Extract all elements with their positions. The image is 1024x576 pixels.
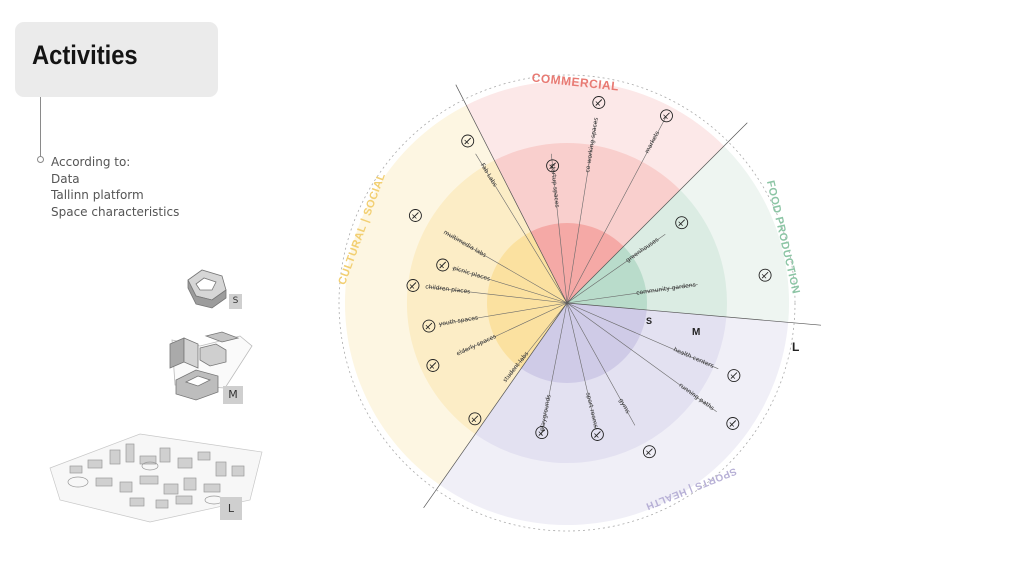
heart-plus-icon: [727, 369, 741, 383]
activity-spoke: [475, 153, 568, 304]
swing-icon: [535, 426, 549, 440]
category-divider: [566, 122, 748, 304]
youth-group-icon: [422, 319, 436, 333]
large-block-illustration: [49, 433, 263, 523]
activity-spoke: [452, 267, 568, 304]
student-icon: [468, 412, 482, 426]
sector-com-m: [494, 143, 681, 303]
title-card: Activities: [15, 22, 218, 97]
category-dividers: [338, 74, 822, 532]
category-divider: [566, 302, 822, 326]
criteria-item-platform: Tallinn platform: [51, 188, 144, 202]
activity-spokes: [427, 117, 719, 436]
sector-cult-m: [406, 160, 567, 435]
sector-cult-s: [487, 231, 567, 369]
category-sectors: [344, 80, 790, 526]
criteria-item-data: Data: [51, 171, 80, 186]
activity-spoke: [566, 233, 666, 304]
activity-spoke: [566, 284, 698, 304]
medium-block-illustration: [169, 331, 253, 401]
activity-spoke: [540, 302, 568, 436]
sector-food-s: [567, 246, 648, 310]
ring-label-l: L: [792, 340, 799, 354]
criteria-heading: According to:: [51, 155, 131, 169]
gym-equipment-icon: [642, 445, 656, 459]
activity-icons: [406, 96, 772, 459]
activity-spoke: [566, 302, 597, 430]
running-path-icon: [726, 417, 740, 430]
activity-spoke: [566, 302, 636, 426]
children-icon: [406, 279, 420, 292]
activity-spoke: [507, 302, 568, 378]
activity-spoke: [566, 117, 666, 304]
stars-icon: [461, 134, 475, 148]
small-block-illustration: [187, 269, 227, 309]
greenhouse-icon: [675, 216, 689, 230]
leader-dot: [37, 156, 44, 163]
page-title: Activities: [32, 40, 138, 70]
category-divider: [455, 84, 568, 304]
activity-spoke: [566, 302, 719, 370]
criteria-list: According to: Data Tallinn platform Spac…: [51, 154, 179, 220]
elderly-couple-icon: [426, 359, 440, 372]
activity-spoke: [566, 120, 597, 304]
ring-label-s: S: [646, 316, 652, 326]
activity-spoke: [551, 153, 568, 304]
sector-sport-m: [475, 303, 727, 464]
outer-dashed-ring: [338, 74, 796, 532]
leader-line: [40, 97, 41, 159]
activity-spoke: [427, 286, 568, 304]
picnic-icon: [436, 258, 450, 272]
people-meeting-icon: [592, 96, 606, 109]
activity-spoke: [445, 232, 568, 304]
scale-tag-large: L: [220, 497, 242, 520]
ring-label-m: M: [692, 327, 700, 338]
vegetable-plants-icon: [758, 268, 772, 282]
seedling-icon: [546, 159, 560, 173]
market-stall-icon: [660, 109, 673, 123]
scale-tag-medium: M: [223, 386, 243, 404]
sector-com-s: [530, 222, 624, 303]
activity-spoke: [462, 302, 568, 352]
activity-spoke: [566, 302, 717, 412]
stretching-person-icon: [590, 428, 604, 441]
scale-tag-small: S: [229, 294, 242, 309]
multimedia-icon: [408, 209, 422, 222]
activity-spoke: [438, 302, 568, 325]
category-divider: [423, 302, 568, 509]
activity-label: startup spaces: [549, 163, 561, 208]
sector-sport-s: [521, 303, 647, 383]
criteria-item-space: Space characteristics: [51, 204, 180, 219]
